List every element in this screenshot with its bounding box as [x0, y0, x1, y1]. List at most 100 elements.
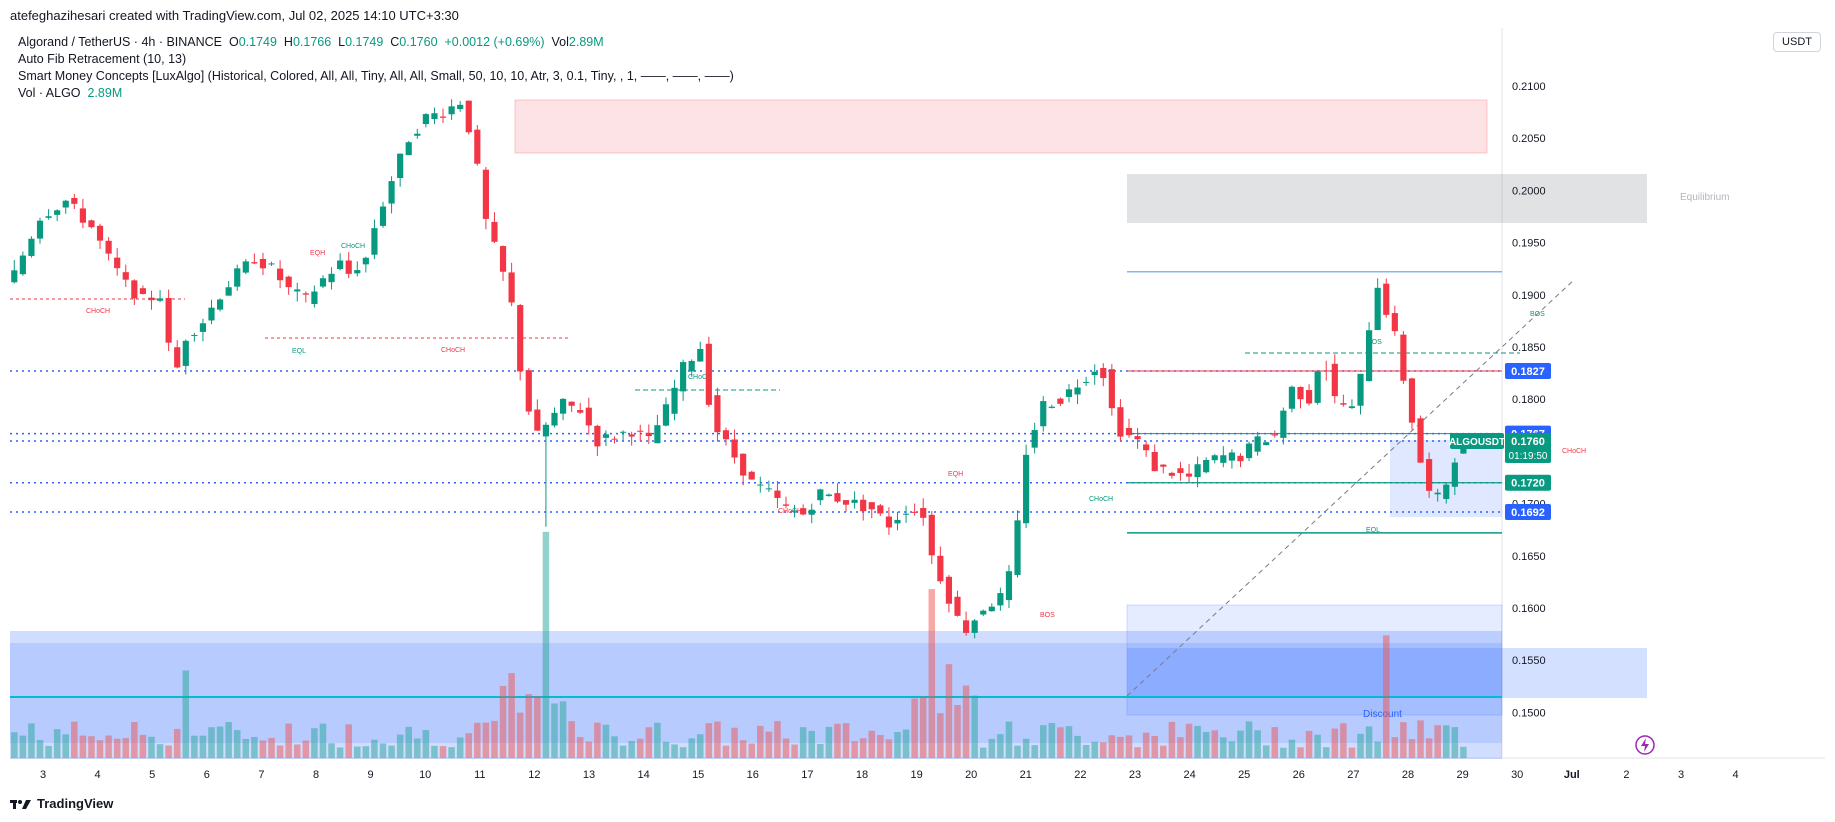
candle-body: [1108, 369, 1115, 409]
candle-body: [354, 270, 361, 274]
candle-body: [740, 453, 747, 476]
volume-bar: [448, 747, 455, 758]
symbol-name[interactable]: Algorand / TetherUS · 4h · BINANCE: [18, 35, 223, 49]
candle-body: [1288, 386, 1296, 409]
volume-bar: [233, 730, 241, 758]
volume-bar: [88, 736, 95, 758]
bos-label: BOS: [1530, 311, 1545, 318]
choch-label: CHoCH: [86, 308, 110, 315]
indicator-volume[interactable]: Vol · ALGO 2.89M: [18, 85, 734, 102]
volume-bar: [1288, 739, 1296, 758]
candle-body: [680, 362, 687, 392]
candle-body: [379, 206, 387, 226]
volume-bar: [491, 720, 498, 758]
candle-body: [851, 499, 858, 503]
candle-body: [577, 410, 584, 413]
symbol-row[interactable]: Algorand / TetherUS · 4h · BINANCE O0.17…: [18, 34, 734, 51]
candle-body: [542, 424, 550, 437]
y-tick-label: 0.1500: [1512, 707, 1546, 719]
volume-bar: [276, 745, 284, 758]
candle-body: [1245, 443, 1253, 459]
volume-bar: [1400, 722, 1407, 758]
candle-body: [1125, 428, 1133, 436]
candle-body: [431, 113, 438, 120]
volume-bar: [602, 724, 610, 758]
y-tick-label: 0.1950: [1512, 238, 1546, 250]
candle-body: [1040, 401, 1047, 427]
indicator-fib[interactable]: Auto Fib Retracement (10, 13): [18, 52, 187, 66]
candle-body: [1297, 386, 1304, 400]
candle-body: [1160, 464, 1167, 467]
volume-bar: [45, 745, 52, 758]
candle-body: [251, 262, 258, 264]
volume-bar: [165, 745, 172, 758]
candle-body: [1357, 373, 1364, 406]
candle-body: [945, 576, 953, 604]
price-label-box: [1505, 363, 1551, 380]
volume-bar: [1151, 735, 1158, 758]
volume-bar: [628, 740, 635, 758]
indicator-smc[interactable]: Smart Money Concepts [LuxAlgo] (Historic…: [18, 69, 734, 83]
volume-bar: [979, 747, 987, 758]
candle-body: [860, 499, 867, 512]
volume-bar: [594, 722, 601, 758]
candle-body: [1065, 389, 1073, 397]
volume-bar: [1382, 635, 1390, 758]
candle-body: [328, 273, 335, 283]
candle-body: [1408, 378, 1416, 423]
currency-button[interactable]: USDT: [1773, 32, 1821, 52]
price-label-text: 0.1692: [1511, 507, 1545, 519]
candle-body: [1143, 444, 1150, 451]
candle-body: [114, 257, 121, 269]
candle-body: [1305, 390, 1313, 404]
choch-label: CHoCH: [688, 374, 712, 381]
x-tick-label: 2: [1623, 769, 1629, 781]
candle-body: [1117, 407, 1124, 437]
volume-bar: [1160, 745, 1167, 758]
volume-bar: [585, 741, 593, 758]
volume-bar: [1322, 747, 1330, 758]
candle-body: [156, 298, 164, 301]
x-tick-label: 4: [1733, 769, 1739, 781]
candle-body: [1426, 459, 1433, 491]
volume-bar: [1434, 725, 1441, 758]
volume-bar: [834, 723, 841, 758]
volume-bar: [1202, 731, 1210, 758]
volume-bar: [757, 725, 764, 758]
candle-body: [1211, 455, 1218, 461]
candle-body: [825, 494, 832, 497]
candle-body: [191, 334, 198, 336]
fib-trend-line: [1126, 278, 1576, 697]
volume-bar: [748, 743, 755, 758]
volume-bar: [911, 698, 918, 758]
candle-body: [508, 272, 515, 303]
volume-bar: [362, 746, 370, 758]
volume-bar: [19, 735, 27, 758]
volume-bar: [131, 722, 138, 758]
candle-body: [980, 610, 987, 615]
candle-body: [1091, 371, 1098, 376]
x-tick-label: 11: [474, 769, 485, 781]
candle-body: [302, 293, 309, 295]
candle-body: [405, 142, 412, 156]
candles: [11, 99, 1467, 639]
open-value: 0.1749: [238, 35, 277, 49]
volume-bar: [96, 740, 104, 758]
candle-body: [131, 280, 138, 299]
volume-bar: [388, 745, 395, 758]
candle-body: [534, 409, 541, 431]
volume-bar: [731, 727, 738, 758]
candle-body: [345, 260, 352, 274]
volume-bar: [902, 729, 910, 758]
candle-body: [268, 263, 275, 265]
volume-bar: [1314, 734, 1321, 758]
volume-bar: [799, 727, 807, 758]
candle-body: [697, 349, 704, 362]
candle-body: [1314, 371, 1321, 403]
candle-body: [1237, 455, 1244, 462]
candle-body: [28, 238, 35, 256]
candle-body: [465, 100, 472, 133]
volume-bar: [954, 705, 961, 758]
chart-legend: Algorand / TetherUS · 4h · BINANCE O0.17…: [18, 34, 734, 102]
